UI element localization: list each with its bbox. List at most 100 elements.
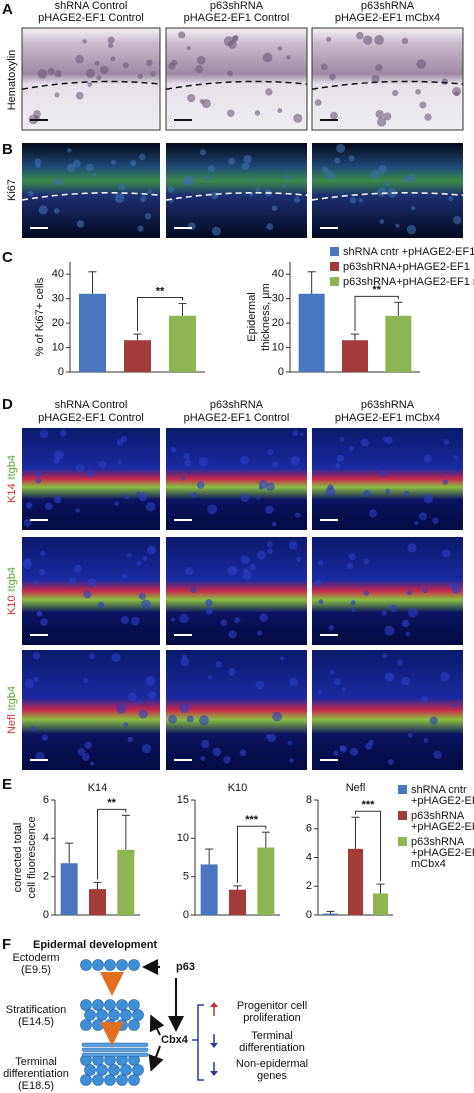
legend-label: p63shRNA+pHAGE2-EF1 mCbx4 bbox=[343, 276, 474, 288]
y-axis-label: Epidermal bbox=[246, 292, 258, 342]
error-bar bbox=[307, 271, 316, 294]
stain-name: K14 bbox=[6, 483, 18, 503]
error-bar bbox=[88, 271, 97, 294]
nucleus bbox=[227, 109, 235, 118]
nucleus bbox=[259, 613, 269, 622]
micrograph bbox=[312, 143, 463, 238]
chart-title: K14 bbox=[88, 782, 108, 794]
cell bbox=[92, 1074, 104, 1086]
nucleus bbox=[381, 610, 387, 616]
nucleus bbox=[207, 165, 216, 173]
bar bbox=[60, 863, 78, 915]
nucleus bbox=[228, 668, 236, 676]
nucleus bbox=[47, 67, 55, 76]
nucleus bbox=[39, 569, 46, 576]
nucleus bbox=[255, 680, 265, 690]
nucleus bbox=[418, 512, 428, 521]
nucleus bbox=[99, 65, 109, 75]
nucleus bbox=[40, 618, 49, 627]
nucleus bbox=[130, 616, 140, 626]
nucleus bbox=[89, 653, 96, 660]
nucleus bbox=[240, 493, 249, 503]
nucleus bbox=[314, 579, 322, 587]
nucleus bbox=[363, 35, 373, 45]
nucleus bbox=[378, 165, 387, 174]
nucleus bbox=[321, 166, 329, 174]
column-header: p63shRNA bbox=[361, 399, 415, 411]
nucleus bbox=[66, 163, 76, 172]
nucleus bbox=[441, 78, 449, 85]
nucleus bbox=[325, 486, 336, 497]
nucleus bbox=[360, 438, 369, 447]
nucleus bbox=[24, 678, 34, 689]
nucleus bbox=[35, 471, 42, 478]
micrograph bbox=[166, 537, 307, 645]
nucleus bbox=[374, 35, 384, 45]
micrograph bbox=[22, 650, 160, 770]
nucleus bbox=[200, 756, 206, 761]
nucleus bbox=[271, 205, 278, 211]
nucleus bbox=[139, 153, 146, 161]
significance: *** bbox=[362, 799, 376, 811]
nucleus bbox=[141, 599, 151, 610]
nucleus bbox=[207, 675, 212, 680]
column-header: pHAGE2-EF1 mCbx4 bbox=[335, 12, 440, 24]
nucleus bbox=[123, 722, 129, 728]
cell bbox=[128, 999, 140, 1011]
micrograph bbox=[22, 143, 160, 238]
nucleus bbox=[401, 37, 409, 45]
nucleus bbox=[454, 91, 460, 97]
legend-label: mCbx4 bbox=[411, 858, 446, 870]
cell bbox=[104, 959, 116, 971]
nucleus bbox=[281, 183, 287, 188]
nucleus bbox=[122, 62, 129, 69]
stain-label: Ki67 bbox=[6, 179, 18, 201]
column-header: shRNA Control bbox=[55, 0, 128, 12]
significance: ** bbox=[372, 284, 381, 296]
nucleus bbox=[287, 740, 292, 746]
effect-label: Progenitor cell bbox=[237, 1000, 307, 1012]
column-header: pHAGE2-EF1 Control bbox=[184, 12, 290, 24]
cell bbox=[116, 999, 128, 1011]
y-tick-label: 20 bbox=[52, 317, 64, 329]
bar bbox=[124, 340, 151, 372]
cornified-layer bbox=[81, 1052, 149, 1057]
cell bbox=[116, 1019, 128, 1031]
nucleus bbox=[87, 578, 97, 587]
nucleus bbox=[404, 490, 410, 496]
nucleus bbox=[384, 672, 395, 682]
nucleus bbox=[433, 750, 442, 760]
nucleus bbox=[262, 52, 273, 63]
stage-label: Ectoderm bbox=[12, 952, 59, 964]
nucleus bbox=[317, 560, 324, 566]
nucleus bbox=[249, 563, 256, 571]
nucleus bbox=[75, 91, 84, 100]
nucleus bbox=[368, 509, 378, 518]
nucleus bbox=[148, 691, 157, 700]
cell bbox=[120, 1009, 132, 1021]
nucleus bbox=[137, 700, 142, 705]
nucleus bbox=[379, 219, 385, 224]
diagram-title: Epidermal development bbox=[33, 939, 157, 951]
legend-label: +pHAGE2-EF1 bbox=[411, 821, 474, 833]
error-bar bbox=[351, 333, 359, 341]
effect-label: Non-epidermal bbox=[236, 1058, 308, 1070]
nucleus bbox=[395, 223, 400, 228]
nucleus bbox=[375, 64, 383, 72]
nucleus bbox=[277, 46, 282, 51]
nucleus bbox=[228, 630, 237, 639]
y-tick-label: 10 bbox=[52, 341, 64, 353]
nucleus bbox=[168, 62, 176, 70]
nucleus bbox=[348, 553, 356, 561]
nucleus bbox=[265, 734, 271, 740]
nucleus bbox=[86, 163, 94, 172]
nucleus bbox=[358, 198, 363, 203]
micrograph bbox=[312, 650, 463, 770]
effect-arrowhead bbox=[210, 1071, 218, 1076]
nucleus bbox=[424, 113, 432, 121]
y-tick-label: 0 bbox=[43, 909, 49, 921]
error-bar bbox=[233, 885, 242, 890]
nucleus bbox=[348, 445, 354, 451]
nucleus bbox=[114, 501, 119, 506]
nucleus bbox=[144, 212, 152, 220]
